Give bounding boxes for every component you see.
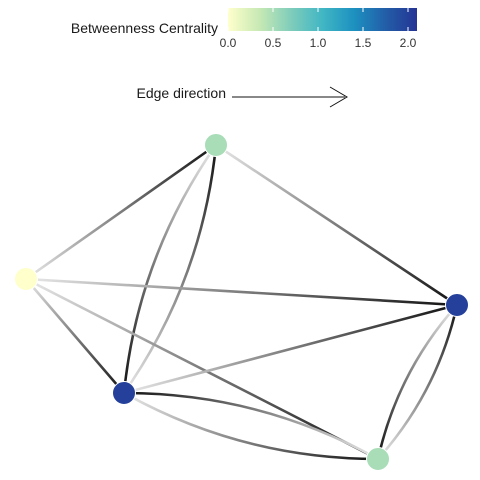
- edge-B-to-A: [24, 143, 218, 281]
- color-legend-tick-label: 2.0: [400, 36, 417, 50]
- edge-A-to-D: [214, 143, 459, 307]
- color-legend-ticks: 0.0 0.5 1.0 1.5 2.0: [220, 8, 417, 50]
- node-E[interactable]: [366, 447, 390, 471]
- edge-E-to-D: [376, 303, 459, 461]
- color-legend-tick-label: 0.0: [220, 36, 237, 50]
- color-legend-tick-label: 1.0: [310, 36, 327, 50]
- node-C[interactable]: [112, 381, 136, 405]
- node-B[interactable]: [14, 267, 38, 291]
- edge-A-to-C: [122, 143, 218, 395]
- edge-C-to-D: [122, 303, 459, 395]
- edge-direction-arrow-icon: [232, 86, 348, 108]
- edge-B-to-E: [24, 277, 380, 461]
- color-legend: Betweenness Centrality 0.0 0.5 1.0 1.5 2.0: [71, 8, 417, 50]
- edge-E-to-C: [122, 391, 380, 461]
- color-legend-tick-label: 0.5: [265, 36, 282, 50]
- color-legend-bar: [228, 8, 417, 31]
- node-D[interactable]: [445, 293, 469, 317]
- edge-B-to-D: [24, 277, 459, 307]
- color-legend-tick-label: 1.5: [355, 36, 372, 50]
- edge-D-to-E: [376, 303, 459, 461]
- edge-C-to-A: [122, 143, 218, 395]
- node-A[interactable]: [204, 133, 228, 157]
- edge-direction-legend-title: Edge direction: [136, 85, 226, 101]
- edges-layer: [24, 143, 459, 461]
- nodes-layer: [14, 133, 469, 471]
- edge-B-to-C: [24, 277, 126, 395]
- color-legend-title: Betweenness Centrality: [71, 20, 218, 36]
- edge-direction-legend: Edge direction: [136, 74, 348, 108]
- edge-C-to-E: [122, 391, 380, 461]
